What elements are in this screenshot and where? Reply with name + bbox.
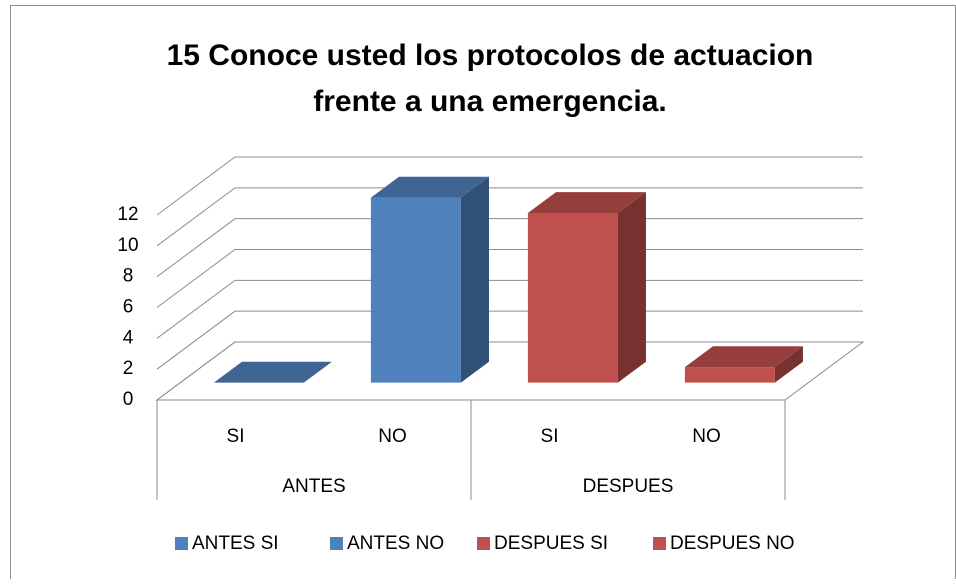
grid-line [156,156,863,216]
legend-label: DESPUES SI [494,533,608,554]
y-tick-label: 12 [117,204,138,225]
bar-top [370,176,489,198]
grid-line [156,341,863,401]
x-tick-label: NO [692,426,721,447]
bar [370,176,489,383]
legend-swatch [477,537,490,550]
bar-front [684,367,775,383]
bar-side [617,192,646,383]
bar-top [527,192,646,214]
grid-line [156,249,863,308]
bar-front [370,197,461,383]
grid-line [156,187,863,247]
bar-top [684,346,803,368]
legend-swatch [653,537,666,550]
bar [527,192,646,383]
bar-front [527,213,618,383]
legend-label: ANTES NO [347,533,444,554]
legend-label: ANTES SI [192,533,279,554]
y-tick-label: 10 [117,235,138,256]
legend-label: DESPUES NO [670,533,795,554]
y-tick-label: 0 [123,389,134,410]
bar [684,346,803,383]
x-tick-label: SI [541,426,559,447]
chart-title: 15 Conoce usted los protocolos de actuac… [167,39,814,72]
bar-side [774,346,803,383]
bar-top [213,361,332,383]
legend-swatch [330,537,343,550]
chart-title: frente a una emergencia. [313,85,666,118]
y-tick-label: 8 [123,266,134,287]
y-tick-label: 6 [123,297,134,318]
bar [213,361,332,383]
grid-line [156,218,863,278]
grid-line [156,279,863,339]
grid-line [156,310,863,370]
group-label: ANTES [282,476,345,497]
x-tick-label: SI [227,426,245,447]
y-tick-label: 2 [123,358,134,379]
bar-side [460,176,489,383]
x-tick-label: NO [378,426,407,447]
y-tick-label: 4 [123,327,134,348]
group-label: DESPUES [583,476,674,497]
legend-swatch [175,537,188,550]
